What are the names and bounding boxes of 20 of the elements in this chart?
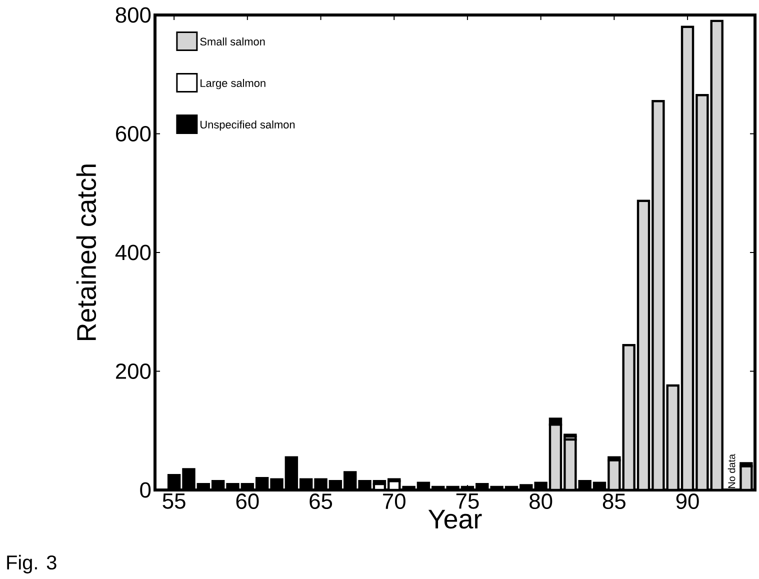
y-tick-label: 600 (116, 126, 151, 142)
x-tick-label: 90 (676, 494, 699, 510)
y-tick-label: 400 (115, 244, 151, 260)
y-tick-label: 200 (116, 363, 151, 380)
x-tick-label: 75 (456, 494, 479, 509)
legend-label: Unspecified salmon (200, 120, 295, 131)
annotation: No data (728, 454, 736, 488)
y-axis-title: Retained catch (76, 164, 96, 340)
x-axis-title: Year (428, 510, 482, 529)
caption: Fig. 3 (7, 554, 56, 574)
legend-label: Small salmon (200, 37, 265, 46)
y-tick-label: 800 (116, 7, 151, 23)
x-tick-label: 65 (310, 494, 332, 510)
x-tick-label: 70 (383, 494, 406, 510)
x-tick-label: 60 (236, 494, 259, 510)
x-tick-label: 80 (530, 494, 552, 510)
y-tick-label: 0 (140, 482, 151, 498)
x-tick-label: 55 (162, 494, 186, 509)
legend-label: Large salmon (200, 78, 266, 90)
x-tick-label: 85 (602, 494, 626, 510)
